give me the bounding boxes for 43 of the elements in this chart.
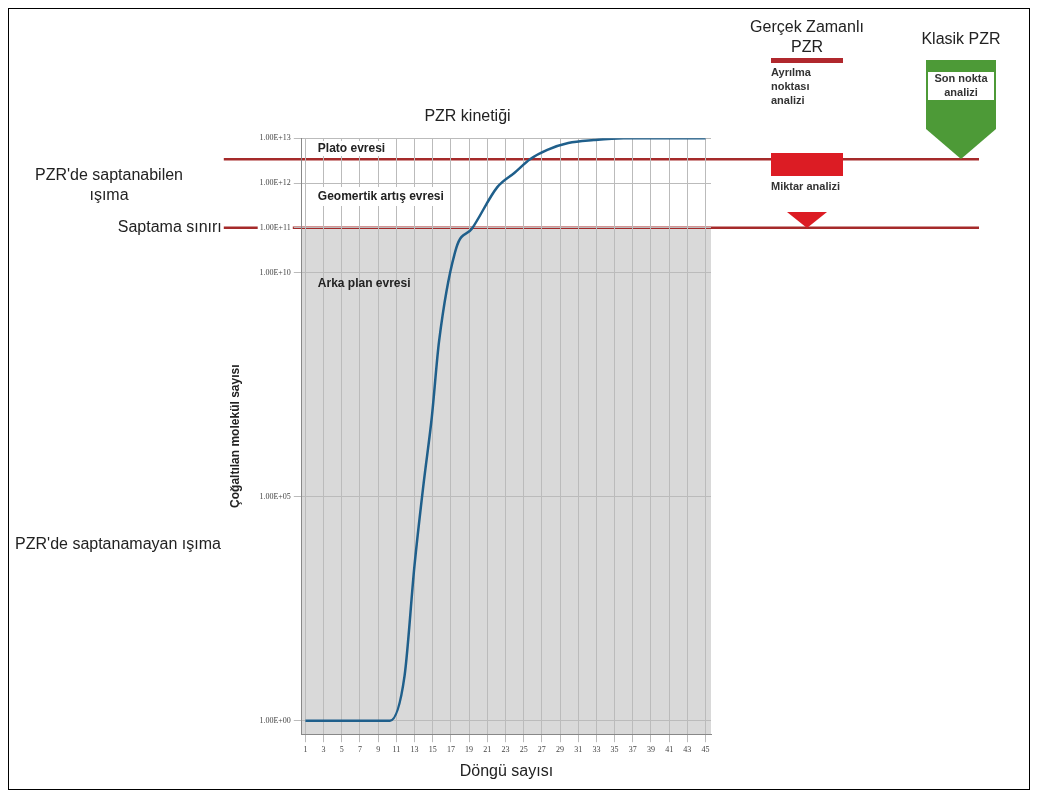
text: Miktar analizi: [771, 179, 842, 194]
x-tick-label: 33: [592, 745, 601, 755]
chart-title: PZR kinetiği: [424, 107, 511, 125]
x-tick-label: 23: [501, 745, 510, 755]
x-tick-label: 5: [339, 745, 344, 755]
y-tick-label: 1.00E+12: [259, 178, 291, 188]
annotation: Geomertik artış evresi: [313, 187, 448, 207]
x-tick-label: 41: [665, 745, 674, 755]
annotation: Arka plan evresi: [316, 274, 412, 292]
x-tick-label: 29: [556, 745, 565, 755]
x-tick-label: 37: [628, 745, 637, 755]
x-tick-label: 43: [683, 745, 692, 755]
x-tick-label: 13: [410, 745, 419, 755]
x-tick-label: 39: [646, 745, 655, 755]
y-tick-label: 1.00E+10: [259, 267, 291, 277]
y-tick-label: 1.00E+11: [259, 222, 291, 232]
x-axis-title: Döngü sayısı: [459, 761, 554, 779]
x-tick-label: 9: [376, 745, 381, 755]
x-tick-label: 15: [428, 745, 437, 755]
annotation: Plato evresi: [313, 141, 390, 157]
text: Klasik PZR: [920, 29, 1002, 49]
x-tick-label: 1: [303, 745, 308, 755]
x-tick-label: 3: [321, 745, 326, 755]
x-tick-label: 35: [610, 745, 619, 755]
x-tick-label: 21: [483, 745, 492, 755]
x-tick-label: 11: [392, 745, 401, 755]
x-tick-label: 31: [574, 745, 583, 755]
x-tick-label: 27: [537, 745, 546, 755]
text: PZR'de saptanabilen ışıma: [33, 165, 184, 206]
x-tick-label: 17: [446, 745, 455, 755]
x-tick-label: 7: [358, 745, 362, 755]
y-tick-label: 1.00E+05: [259, 491, 291, 501]
x-tick-label: 19: [465, 745, 474, 755]
text: Son nokta analizi: [928, 72, 994, 100]
text: PZR'de saptanamayan ışıma: [14, 534, 222, 555]
x-tick-label: 45: [701, 745, 710, 755]
ref-line-label: Saptama sınırı: [117, 218, 222, 236]
y-tick-label: 1.00E+13: [259, 133, 291, 143]
x-tick-label: 25: [519, 745, 528, 755]
text: Gerçek Zamanlı PZR: [749, 17, 865, 57]
y-tick-label: 1.00E+00: [259, 715, 291, 725]
y-axis-title: Çoğaltılan molekül sayısı: [227, 364, 242, 508]
text: Ayrılma noktası analizi: [771, 66, 812, 108]
